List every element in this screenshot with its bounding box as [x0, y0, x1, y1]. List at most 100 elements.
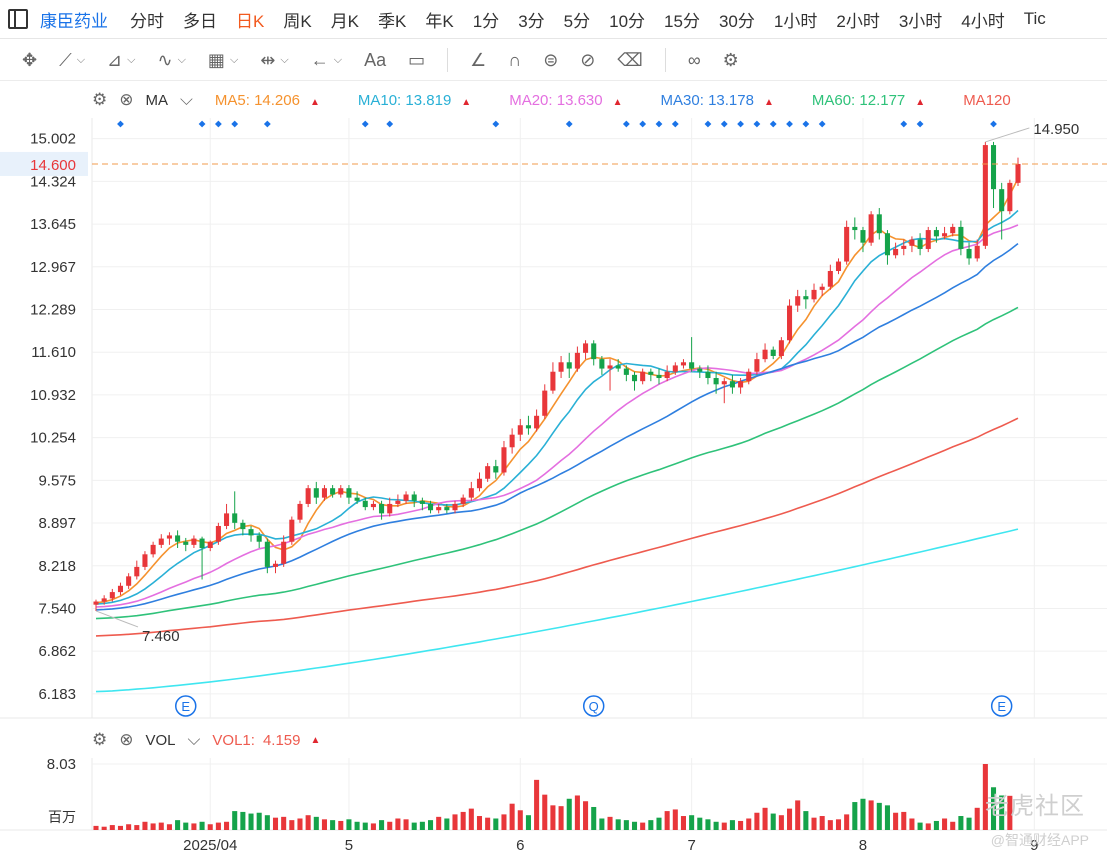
- volume-bar: [248, 813, 254, 830]
- ma30-value: 13.178: [708, 91, 754, 109]
- comment-tool[interactable]: ▭: [408, 50, 425, 71]
- ma10-value: 13.819: [405, 91, 452, 109]
- candle-body: [599, 359, 605, 369]
- volume-bar: [990, 787, 997, 830]
- candle-body: [183, 541, 189, 545]
- text-tool[interactable]: Aa: [364, 50, 386, 71]
- tab-multi-day[interactable]: 多日: [183, 11, 217, 31]
- volume-bar: [803, 811, 809, 830]
- event-diamond-marker: [117, 120, 124, 128]
- vol1-name: VOL1:: [212, 731, 255, 749]
- range-tool[interactable]: ⇹ ⌵: [260, 50, 288, 71]
- tab-tick[interactable]: Tic: [1023, 9, 1046, 28]
- tab-yearly-k[interactable]: 年K: [425, 11, 454, 31]
- event-diamond-marker: [769, 120, 777, 128]
- panel-toggle-icon[interactable]: [8, 9, 28, 29]
- candle-body: [142, 554, 148, 567]
- lock-tool[interactable]: ⊜: [543, 50, 558, 71]
- tab-5min[interactable]: 5分: [563, 11, 591, 31]
- ma10-name: MA10:: [357, 91, 402, 109]
- event-diamond-marker: [231, 120, 239, 128]
- tab-1hour[interactable]: 1小时: [773, 11, 818, 31]
- tab-daily-k[interactable]: 日K: [236, 11, 265, 31]
- vol-indicator-label[interactable]: VOL: [145, 731, 176, 749]
- chevron-down-icon[interactable]: ⌵: [187, 730, 201, 749]
- volume-bar: [966, 817, 972, 830]
- y-tick-label: 15.002: [30, 131, 76, 148]
- toolbar-divider: [664, 48, 666, 72]
- volume-bar: [705, 819, 711, 830]
- candle-body: [215, 525, 221, 542]
- volume-bar: [770, 813, 776, 830]
- tab-30min[interactable]: 30分: [718, 11, 755, 31]
- trash-icon: ⌫: [617, 49, 643, 70]
- tab-intraday[interactable]: 分时: [130, 11, 164, 31]
- tab-quarterly-k[interactable]: 季K: [378, 11, 407, 31]
- tab-10min[interactable]: 10分: [609, 11, 646, 31]
- volume-bar: [729, 820, 735, 830]
- volume-bar: [631, 821, 638, 830]
- event-diamond-marker: [720, 120, 728, 128]
- candle-body: [289, 519, 295, 542]
- link-tool[interactable]: ∞: [688, 50, 701, 71]
- ruler-tool[interactable]: ∠: [470, 50, 486, 71]
- volume-bar: [999, 795, 1005, 830]
- magnet-tool[interactable]: ∩: [508, 50, 521, 71]
- volume-bar: [444, 818, 450, 830]
- tab-monthly-k[interactable]: 月K: [330, 11, 360, 31]
- close-icon[interactable]: ⊗: [119, 730, 134, 749]
- volume-bar: [354, 821, 360, 830]
- wave-tool[interactable]: ∿ ⌵: [157, 50, 185, 71]
- vol1-value: 4.159: [262, 731, 301, 749]
- candle-body: [795, 296, 801, 306]
- event-diamond-marker: [214, 120, 222, 128]
- ma20-line: [95, 224, 1019, 608]
- close-icon[interactable]: ⊗: [119, 90, 134, 109]
- volume-bar: [313, 816, 319, 830]
- candle-body: [778, 340, 784, 356]
- up-triangle-icon: ▲: [915, 96, 926, 108]
- polyline-tool[interactable]: ⊿ ⌵: [107, 50, 135, 71]
- vol-legend: ⚙ ⊗ VOL ⌵ VOL1: 4.159 ▲: [92, 728, 320, 752]
- chevron-down-icon[interactable]: ⌵: [180, 90, 193, 109]
- volume-bar: [534, 779, 540, 830]
- candle-body: [664, 371, 670, 379]
- tab-3hour[interactable]: 3小时: [898, 11, 943, 31]
- ma-indicator-label[interactable]: MA: [145, 91, 169, 109]
- volume-bar: [811, 817, 817, 830]
- settings-tool[interactable]: ⚙: [723, 50, 739, 71]
- volume-bar: [117, 825, 124, 830]
- candle-body: [256, 535, 262, 542]
- volume-bar: [232, 811, 238, 830]
- arrow-tool[interactable]: ← ⌵: [311, 50, 342, 71]
- candle-body: [346, 488, 352, 498]
- move-tool[interactable]: ✥: [22, 50, 37, 71]
- volume-bar: [199, 821, 205, 830]
- trash-tool[interactable]: ⌫: [617, 50, 642, 71]
- tab-2hour[interactable]: 2小时: [836, 11, 880, 31]
- tab-4hour[interactable]: 4小时: [961, 11, 1005, 31]
- fib-tool[interactable]: ▦ ⌵: [208, 50, 238, 71]
- tab-15min[interactable]: 15分: [664, 11, 700, 31]
- settings-icon[interactable]: ⚙: [92, 90, 108, 109]
- stock-name[interactable]: 康臣药业: [40, 11, 108, 31]
- event-diamond-marker: [386, 120, 394, 128]
- ma250-line: [95, 528, 1019, 693]
- volume-bar: [362, 822, 368, 830]
- hide-tool[interactable]: ⊘: [580, 50, 595, 71]
- candle-body: [313, 488, 319, 498]
- volume-bar: [452, 814, 458, 830]
- range-tool-icon: ⇹: [260, 49, 276, 70]
- candle-body: [591, 343, 597, 360]
- tab-weekly-k[interactable]: 周K: [283, 11, 312, 31]
- settings-icon[interactable]: ⚙: [92, 730, 108, 749]
- tab-1min[interactable]: 1分: [472, 11, 500, 31]
- line-tool[interactable]: ⟋ ⌵: [59, 50, 85, 71]
- volume-bar: [158, 822, 164, 830]
- tab-3min[interactable]: 3分: [518, 11, 545, 31]
- ma120-name: MA120: [963, 91, 1011, 109]
- ma10-item: MA10: 13.819 ▲: [358, 92, 471, 109]
- candle-body: [901, 245, 907, 249]
- volume-bar: [207, 824, 213, 830]
